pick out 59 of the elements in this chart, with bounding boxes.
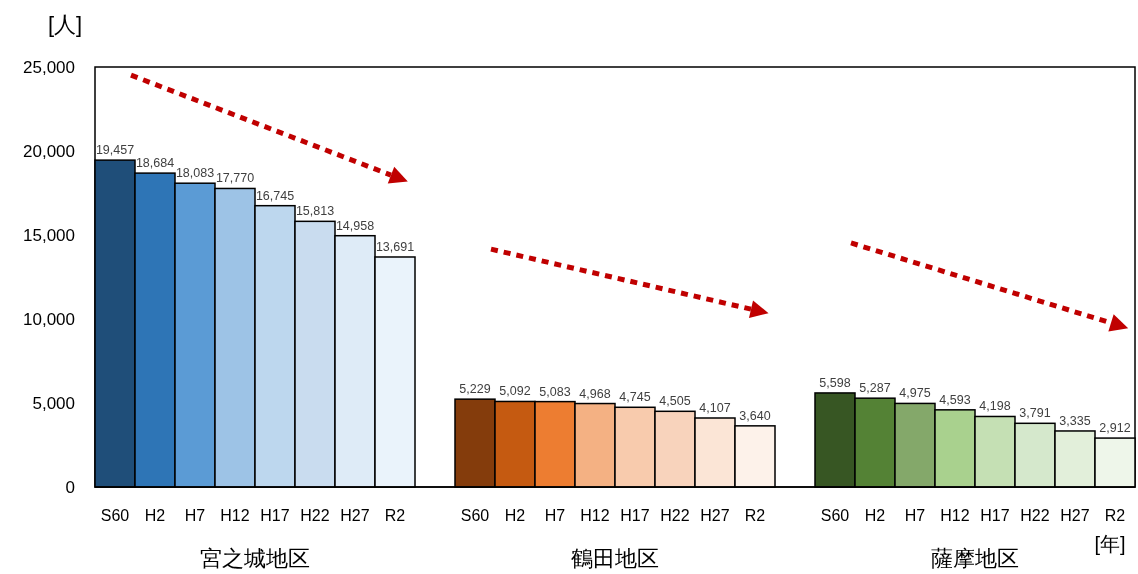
x-tick-label: H2 — [144, 507, 166, 524]
x-tick-label: H22 — [660, 507, 690, 524]
data-label: 17,770 — [215, 171, 255, 186]
x-tick-label: H22 — [300, 507, 330, 524]
data-label: 19,457 — [95, 143, 135, 158]
x-tick-label: H27 — [1060, 507, 1090, 524]
data-label: 5,229 — [459, 382, 491, 397]
data-label: 4,593 — [939, 392, 971, 407]
x-tick-label: H12 — [220, 507, 250, 524]
data-label: 5,287 — [859, 381, 891, 396]
x-tick-label: H17 — [260, 507, 290, 524]
x-tick-label: S60 — [820, 507, 850, 524]
y-tick-label: 15,000 — [23, 226, 75, 245]
text: 薩摩地区 — [931, 546, 1019, 571]
y-axis-title: [人] — [47, 12, 83, 37]
data-label: 18,684 — [135, 156, 175, 171]
data-label: 14,958 — [335, 218, 375, 233]
data-label: 5,598 — [819, 375, 851, 390]
data-label: 5,092 — [499, 384, 531, 399]
x-tick-label: H27 — [340, 507, 370, 524]
x-tick-label: H7 — [904, 507, 926, 524]
text: 宮之城地区 — [200, 546, 310, 571]
data-label: 4,107 — [699, 401, 731, 415]
x-tick-label: R2 — [744, 507, 766, 524]
y-tick-label: 10,000 — [23, 310, 75, 329]
data-label: 15,813 — [295, 204, 335, 219]
data-label: 3,335 — [1059, 413, 1091, 428]
y-tick-label: 0 — [65, 478, 75, 497]
data-label: 2,912 — [1099, 421, 1131, 436]
x-axis-title: [年] — [1094, 533, 1126, 555]
x-tick-label: H7 — [184, 507, 206, 524]
data-label: 4,975 — [899, 386, 931, 401]
data-label: 4,968 — [579, 386, 611, 401]
x-tick-label: H7 — [544, 507, 566, 524]
x-tick-label: H12 — [940, 507, 970, 524]
x-tick-label: H12 — [580, 507, 610, 524]
data-label: 4,198 — [979, 399, 1011, 414]
x-tick-label: S60 — [460, 507, 490, 524]
y-tick-label: 25,000 — [23, 58, 75, 77]
x-tick-label: H22 — [1020, 507, 1050, 524]
data-label: 3,791 — [1019, 406, 1051, 421]
x-tick-label: H17 — [980, 507, 1010, 524]
x-tick-label: H27 — [700, 507, 730, 524]
x-tick-label: H2 — [504, 507, 526, 524]
data-label: 16,745 — [255, 188, 295, 203]
x-tick-label: R2 — [384, 507, 406, 524]
y-tick-label: 20,000 — [23, 142, 75, 161]
text: 鶴田地区 — [571, 546, 659, 571]
x-tick-label: S60 — [100, 507, 130, 524]
data-label: 4,505 — [659, 394, 691, 409]
data-label: 5,083 — [539, 384, 571, 399]
data-label: 3,640 — [739, 408, 771, 423]
data-label: 4,745 — [619, 390, 651, 405]
data-label: 13,691 — [375, 239, 415, 254]
x-tick-label: H2 — [864, 507, 886, 524]
data-label: 18,083 — [175, 166, 215, 181]
x-tick-label: H17 — [620, 507, 650, 524]
x-tick-label: R2 — [1104, 507, 1126, 524]
y-tick-label: 5,000 — [32, 394, 75, 413]
